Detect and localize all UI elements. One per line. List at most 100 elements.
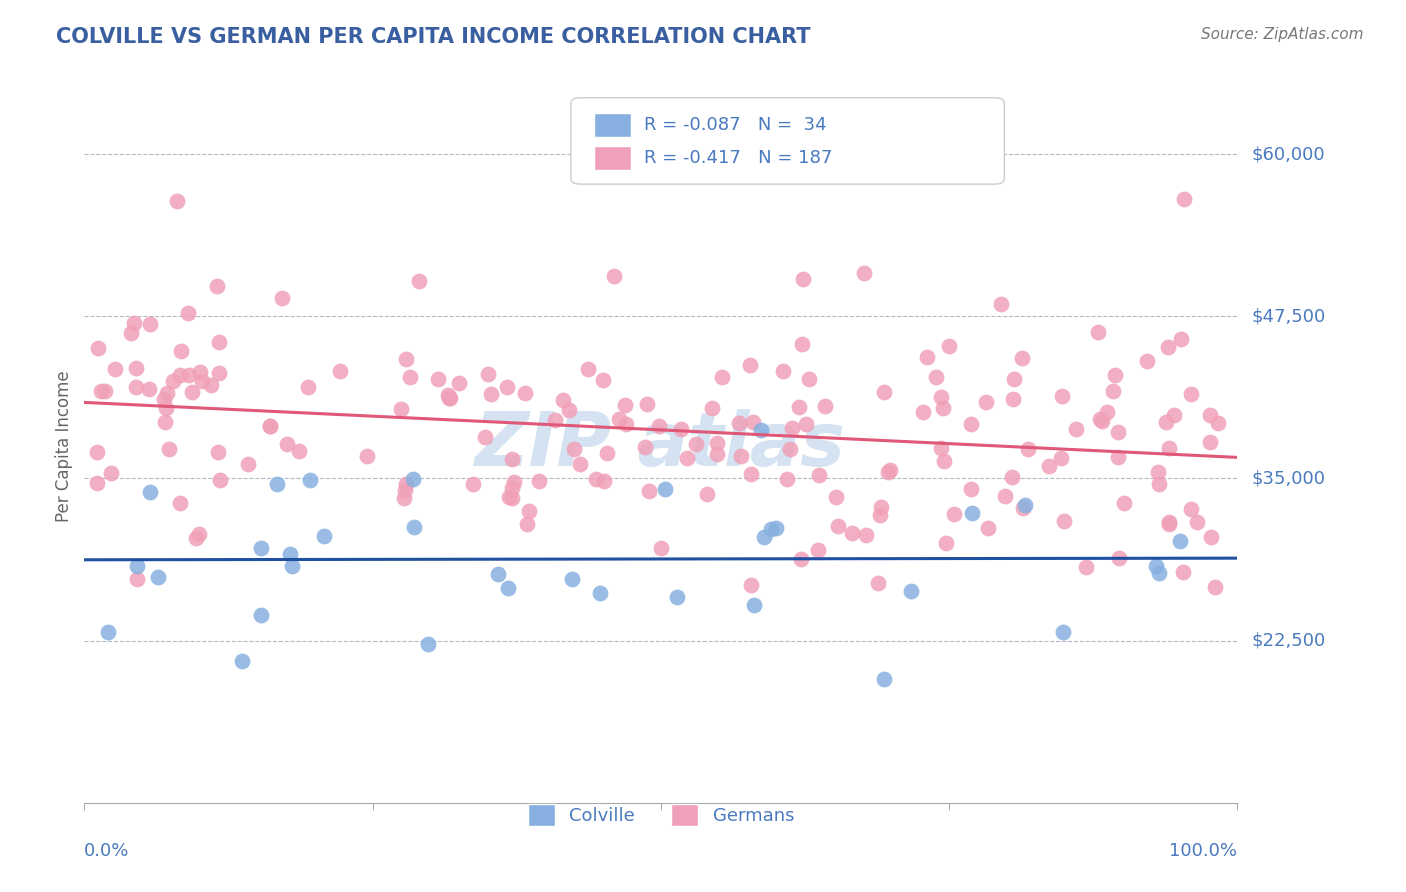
Point (356, 449, 378, 463)
Point (1107, 450, 1129, 464)
Point (787, 401, 810, 415)
Point (614, 417, 637, 431)
Point (188, 526, 211, 541)
Point (97, 624, 120, 639)
Point (395, 352, 418, 367)
Point (449, 376, 471, 391)
Point (1090, 412, 1112, 426)
Point (408, 274, 430, 288)
Point (855, 528, 877, 542)
Point (395, 476, 418, 491)
Point (959, 417, 981, 431)
Point (776, 472, 799, 486)
Point (900, 583, 922, 598)
Point (740, 577, 762, 591)
Point (1064, 422, 1087, 436)
Point (994, 489, 1017, 503)
Point (1002, 372, 1025, 386)
Point (960, 506, 983, 520)
Point (912, 405, 935, 419)
Point (931, 390, 953, 404)
Point (1087, 325, 1109, 339)
Point (841, 526, 863, 541)
Point (1206, 416, 1229, 430)
Point (1159, 515, 1181, 529)
Point (742, 415, 765, 429)
Point (271, 291, 294, 305)
Point (1159, 517, 1181, 532)
Point (100, 466, 122, 480)
Bar (593, 112, 631, 137)
Point (685, 437, 707, 451)
Point (513, 386, 536, 401)
Point (792, 272, 814, 286)
Point (1108, 551, 1130, 566)
Point (696, 487, 718, 501)
Point (122, 317, 145, 331)
Point (1002, 392, 1025, 406)
Point (236, 457, 259, 471)
Point (86, 444, 108, 458)
Point (666, 590, 689, 604)
Point (517, 504, 540, 518)
Point (153, 415, 176, 429)
Point (501, 481, 523, 495)
Point (1050, 388, 1073, 402)
Bar (593, 145, 631, 169)
Text: 100.0%: 100.0% (1170, 842, 1237, 860)
Point (86, 475, 108, 490)
Point (498, 490, 520, 504)
Point (596, 446, 619, 460)
Point (1014, 498, 1036, 512)
Point (1146, 558, 1168, 573)
Point (706, 435, 728, 450)
Point (637, 483, 659, 498)
Point (170, 343, 193, 358)
Point (479, 387, 502, 401)
Point (477, 367, 499, 381)
Point (1074, 559, 1097, 574)
Point (139, 485, 162, 500)
Point (205, 279, 228, 293)
Point (749, 424, 772, 438)
Point (636, 397, 658, 411)
Point (869, 508, 891, 523)
Point (1199, 409, 1222, 423)
Point (807, 468, 830, 483)
Point (90, 384, 112, 399)
Point (1163, 409, 1185, 423)
Point (585, 472, 607, 486)
Point (876, 465, 898, 479)
Point (529, 474, 551, 488)
Point (157, 442, 180, 457)
Point (544, 413, 567, 427)
Point (1168, 534, 1191, 549)
Point (1102, 384, 1125, 398)
Point (207, 445, 229, 459)
Point (104, 362, 127, 376)
Point (789, 552, 811, 566)
Point (162, 374, 184, 388)
Point (1001, 469, 1024, 483)
Point (188, 365, 211, 379)
Point (730, 449, 752, 463)
Point (1107, 425, 1129, 439)
Point (1053, 514, 1076, 528)
Point (1157, 442, 1180, 456)
Point (249, 541, 271, 555)
Point (576, 361, 599, 376)
Point (827, 519, 849, 533)
Point (825, 490, 848, 504)
Point (1049, 451, 1071, 466)
Y-axis label: Per Capita Income: Per Capita Income (55, 370, 73, 522)
Point (297, 380, 319, 394)
Point (700, 401, 723, 415)
Point (873, 384, 896, 399)
Point (868, 576, 890, 591)
Point (873, 672, 896, 686)
Point (1171, 566, 1194, 580)
Point (765, 521, 787, 535)
Point (568, 457, 591, 471)
Point (169, 368, 191, 383)
Point (152, 392, 174, 406)
